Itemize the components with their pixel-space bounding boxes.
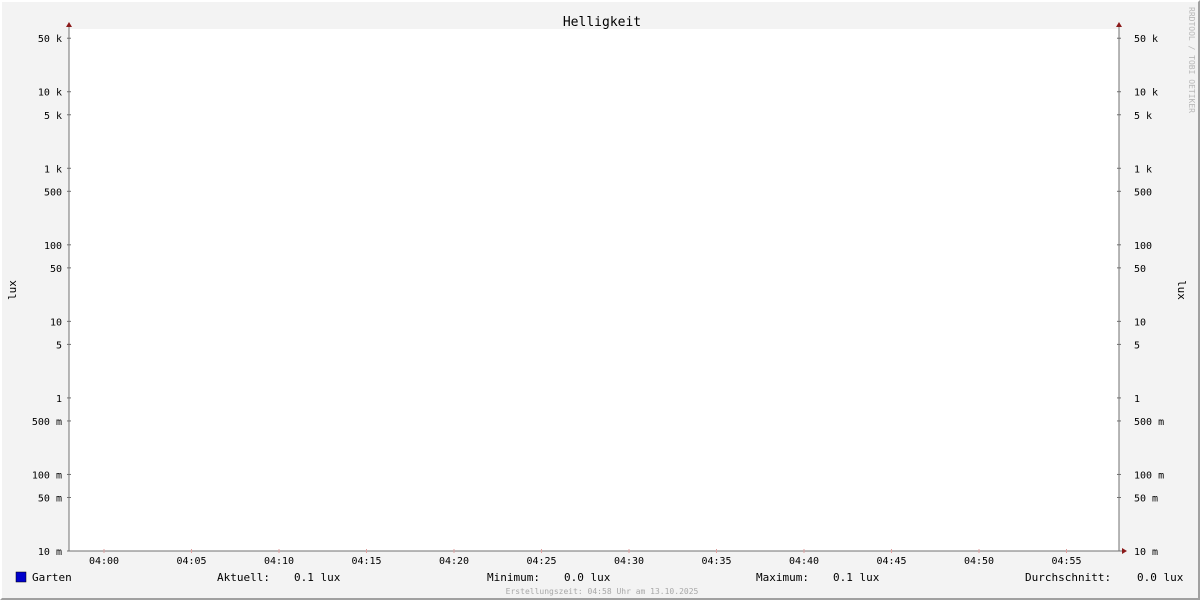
y-tick-label-left: 50 m: [38, 493, 62, 504]
y-tick-label-left: 50 k: [38, 34, 62, 45]
stat-minimum-value: 0.0 lux: [564, 571, 611, 584]
y-axis-arrow-icon: [1116, 22, 1122, 27]
x-tick-label: 04:50: [964, 556, 994, 567]
y-tick-label-right: 100 m: [1134, 470, 1164, 481]
y-tick-label-left: 1: [56, 394, 62, 405]
y-axis-label-right: lux: [1175, 280, 1188, 300]
y-tick-label-left: 100: [44, 241, 62, 252]
y-tick-label-left: 10: [50, 317, 62, 328]
stat-minimum-label: Minimum:: [487, 571, 540, 584]
y-tick-label-left: 5: [56, 340, 62, 351]
plot-area: [69, 29, 1119, 551]
y-tick-label-right: 100: [1134, 241, 1152, 252]
x-tick-label: 04:55: [1051, 556, 1081, 567]
x-tick-label: 04:45: [876, 556, 906, 567]
stat-durchschnitt-value: 0.0 lux: [1137, 571, 1184, 584]
stat-maximum-value: 0.1 lux: [833, 571, 880, 584]
legend-label: Garten: [32, 571, 72, 584]
y-tick-label-left: 500 m: [32, 417, 62, 428]
y-tick-label-right: 500 m: [1134, 417, 1164, 428]
y-tick-label-right: 50: [1134, 264, 1146, 275]
y-tick-label-left: 50: [50, 264, 62, 275]
chart-title: Helligkeit: [563, 15, 641, 30]
y-tick-label-right: 10 k: [1134, 88, 1158, 99]
stat-maximum-label: Maximum:: [756, 571, 809, 584]
footer: Erstellungszeit: 04:58 Uhr am 13.10.2025: [506, 587, 699, 596]
x-tick-label: 04:05: [176, 556, 206, 567]
x-tick-label: 04:40: [789, 556, 819, 567]
y-tick-label-left: 500: [44, 187, 62, 198]
watermark: RRDTOOL / TOBI OETIKER: [1187, 7, 1196, 113]
legend-swatch: [15, 571, 27, 583]
y-tick-label-right: 50 k: [1134, 34, 1158, 45]
y-tick-label-right: 5 k: [1134, 111, 1152, 122]
stat-aktuell-label: Aktuell:: [217, 571, 270, 584]
y-tick-label-right: 10: [1134, 317, 1146, 328]
x-tick-label: 04:10: [264, 556, 294, 567]
x-tick-label: 04:25: [526, 556, 556, 567]
x-tick-label: 04:30: [614, 556, 644, 567]
y-tick-label-right: 1: [1134, 394, 1140, 405]
y-tick-label-left: 10 m: [38, 547, 62, 558]
y-tick-label-right: 1 k: [1134, 164, 1152, 175]
stat-aktuell-value: 0.1 lux: [294, 571, 341, 584]
x-axis-arrow-icon: [1122, 548, 1127, 554]
y-tick-label-right: 10 m: [1134, 547, 1158, 558]
x-tick-label: 04:15: [351, 556, 381, 567]
y-tick-label-right: 5: [1134, 340, 1140, 351]
y-axis-arrow-icon: [66, 22, 72, 27]
y-tick-label-left: 1 k: [44, 164, 62, 175]
x-tick-label: 04:00: [89, 556, 119, 567]
y-tick-label-left: 5 k: [44, 111, 62, 122]
stat-durchschnitt-label: Durchschnitt:: [1025, 571, 1111, 584]
y-tick-label-right: 500: [1134, 187, 1152, 198]
y-tick-label-left: 10 k: [38, 88, 62, 99]
y-axis-label-left: lux: [6, 280, 19, 300]
x-tick-label: 04:35: [701, 556, 731, 567]
y-tick-label-right: 50 m: [1134, 493, 1158, 504]
x-tick-label: 04:20: [439, 556, 469, 567]
y-tick-label-left: 100 m: [32, 470, 62, 481]
